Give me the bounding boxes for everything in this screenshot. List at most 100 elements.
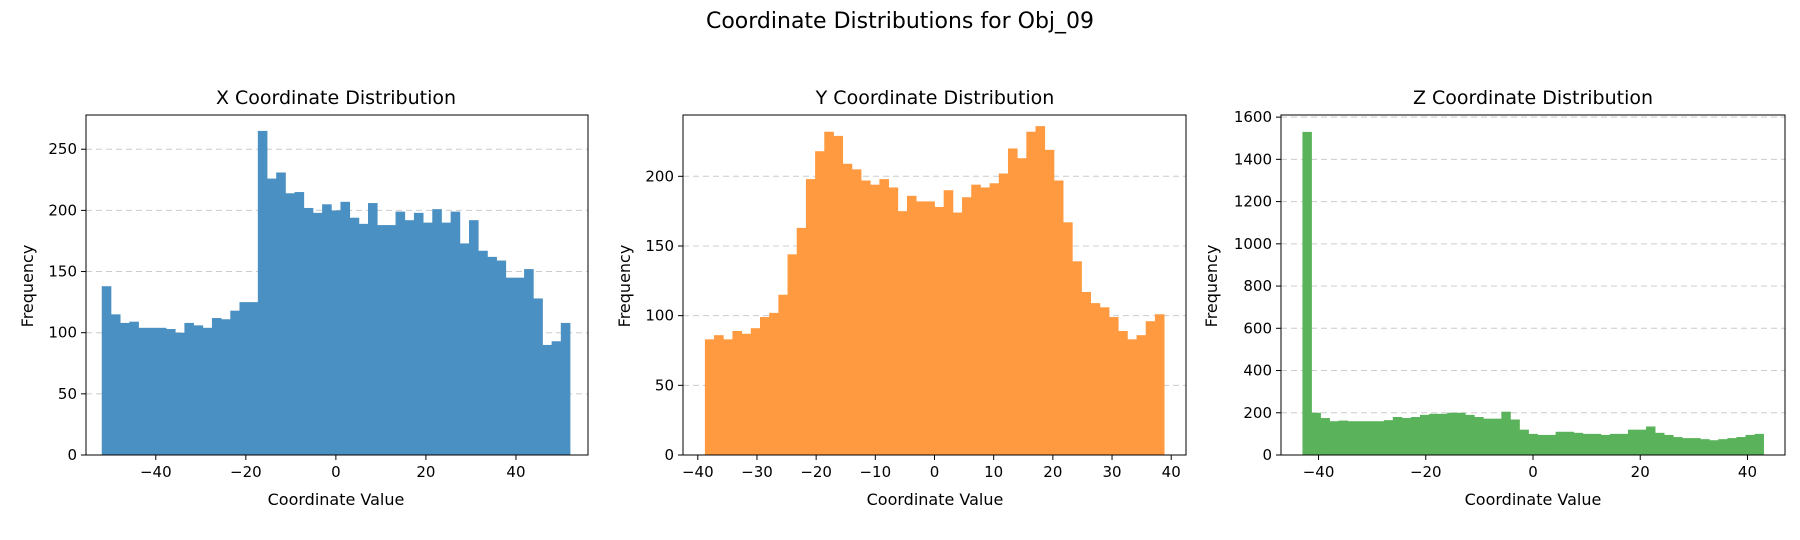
x-histogram-bar-35 (423, 222, 433, 455)
x-histogram-bar-49 (551, 341, 562, 455)
x-histogram-bar-5 (147, 327, 158, 455)
z-histogram-bar-35 (1618, 433, 1629, 455)
x-histogram-bar-26 (340, 201, 351, 455)
y-panel-ytick-label-0: 0 (664, 446, 674, 464)
z-histogram-bar-29 (1564, 431, 1575, 455)
y-panel-xtick-label-2: −20 (800, 463, 832, 481)
y-histogram-bar-37 (1044, 149, 1055, 455)
z-panel-ytick-label-4: 800 (1243, 277, 1272, 295)
z-panel-ytick-label-8: 1600 (1234, 108, 1272, 126)
z-histogram-bar-28 (1555, 431, 1566, 455)
z-histogram-bar-9 (1383, 420, 1394, 455)
z-panel-ytick-label-0: 0 (1262, 446, 1272, 464)
y-panel-xtick-label-5: 10 (984, 463, 1003, 481)
x-histogram-bar-29 (368, 203, 378, 455)
x-histogram-bar-39 (459, 243, 470, 455)
x-panel-xtick-label-1: −20 (230, 463, 262, 481)
y-histogram-bar-41 (1081, 291, 1092, 455)
x-histogram-bar-33 (404, 220, 415, 455)
x-histogram-bar-1 (110, 314, 121, 455)
z-panel-xtick-label-4: 40 (1738, 463, 1757, 481)
z-histogram-bar-37 (1636, 429, 1647, 455)
x-distribution-panel: X Coordinate Distribution Coordinate Val… (18, 87, 589, 509)
y-histogram-bar-4 (741, 333, 752, 455)
x-histogram-bar-22 (303, 207, 314, 455)
z-histogram-bar-33 (1600, 434, 1611, 455)
z-histogram-bar-20 (1483, 418, 1493, 455)
y-panel-xtick-label-6: 20 (1043, 463, 1062, 481)
x-histogram-bar-7 (166, 329, 176, 455)
z-histogram-bar-22 (1501, 411, 1511, 455)
z-panel-ytick-label-6: 1200 (1234, 193, 1272, 211)
y-panel-xlabel: Coordinate Value (867, 490, 1004, 509)
z-histogram-bar-39 (1655, 432, 1665, 455)
y-histogram-bar-46 (1127, 339, 1137, 455)
z-distribution-panel: Z Coordinate Distribution Coordinate Val… (1202, 87, 1786, 509)
y-histogram-bar-27 (952, 212, 963, 455)
x-panel-ytick-label-3: 150 (48, 263, 77, 281)
z-panel-xtick-label-2: 0 (1528, 463, 1538, 481)
z-histogram-bar-19 (1474, 416, 1484, 455)
y-histogram-bar-26 (943, 190, 954, 455)
y-panel-xtick-label-8: 40 (1162, 463, 1181, 481)
y-histogram-bar-44 (1108, 317, 1119, 455)
x-histogram-bar-27 (349, 217, 360, 455)
z-histogram-bar-48 (1736, 437, 1746, 455)
x-histogram-bar-23 (312, 212, 323, 455)
y-histogram-bar-2 (723, 339, 733, 455)
x-histogram-bar-50 (560, 322, 571, 455)
x-panel-ytick-label-0: 0 (67, 446, 77, 464)
y-histogram-bar-34 (1017, 158, 1027, 455)
z-panel-ytick-label-2: 400 (1243, 362, 1272, 380)
y-panel-ytick-label-1: 50 (655, 376, 674, 394)
y-histogram-bar-29 (971, 184, 981, 456)
x-panel-axes-frame (85, 114, 589, 456)
x-histogram-bar-48 (542, 344, 553, 455)
z-histogram-bar-10 (1392, 416, 1403, 455)
x-histogram-bar-2 (120, 322, 130, 455)
z-histogram-bar-21 (1492, 418, 1502, 455)
z-histogram-bar-36 (1627, 429, 1638, 455)
x-histogram-bar-46 (524, 269, 534, 455)
y-histogram-bar-31 (989, 183, 1000, 455)
x-histogram-bar-3 (129, 321, 139, 455)
x-histogram-bar-36 (432, 209, 442, 455)
y-histogram-bar-8 (778, 294, 788, 455)
y-histogram-bar-40 (1072, 261, 1082, 455)
x-panel-xlabel: Coordinate Value (268, 490, 405, 509)
z-histogram-bar-8 (1374, 421, 1385, 455)
x-histogram-bar-13 (221, 319, 231, 455)
z-histogram-bar-38 (1646, 426, 1656, 455)
x-histogram-bar-8 (175, 332, 185, 455)
y-histogram-bar-25 (934, 206, 945, 455)
y-histogram-bar-14 (833, 135, 844, 455)
y-histogram-bar-33 (1007, 148, 1018, 455)
x-histogram-bar-9 (184, 322, 194, 455)
y-histogram-bar-3 (732, 330, 743, 455)
y-histogram-bar-30 (980, 187, 991, 455)
z-histogram-bar-12 (1410, 416, 1421, 455)
x-histogram-bar-4 (138, 327, 149, 455)
x-histogram-bar-42 (487, 256, 497, 455)
x-histogram-bar-38 (450, 211, 461, 455)
x-panel-xtick-label-4: 40 (506, 463, 525, 481)
z-histogram-bar-15 (1438, 413, 1448, 455)
y-histogram-bar-47 (1136, 335, 1147, 455)
y-panel-xtick-label-0: −40 (682, 463, 714, 481)
z-histogram-bar-18 (1465, 414, 1475, 455)
x-histogram-bar-18 (267, 178, 277, 456)
y-panel-ytick-label-2: 100 (645, 307, 674, 325)
z-panel-ytick-label-1: 200 (1243, 404, 1272, 422)
z-panel-xtick-label-3: 20 (1631, 463, 1650, 481)
x-histogram-bar-17 (257, 130, 268, 455)
x-histogram-bar-0 (101, 286, 112, 455)
y-histogram-bar-17 (861, 180, 871, 455)
z-histogram-bar-14 (1429, 413, 1439, 455)
z-histogram-bar-3 (1329, 421, 1340, 455)
x-histogram-bar-28 (358, 223, 369, 455)
z-histogram-bar-13 (1419, 414, 1430, 455)
y-histogram-bar-9 (787, 254, 798, 455)
x-histogram-bar-20 (285, 193, 295, 455)
y-panel-ylabel: Frequency (615, 245, 634, 328)
z-histogram-bar-40 (1664, 434, 1674, 455)
